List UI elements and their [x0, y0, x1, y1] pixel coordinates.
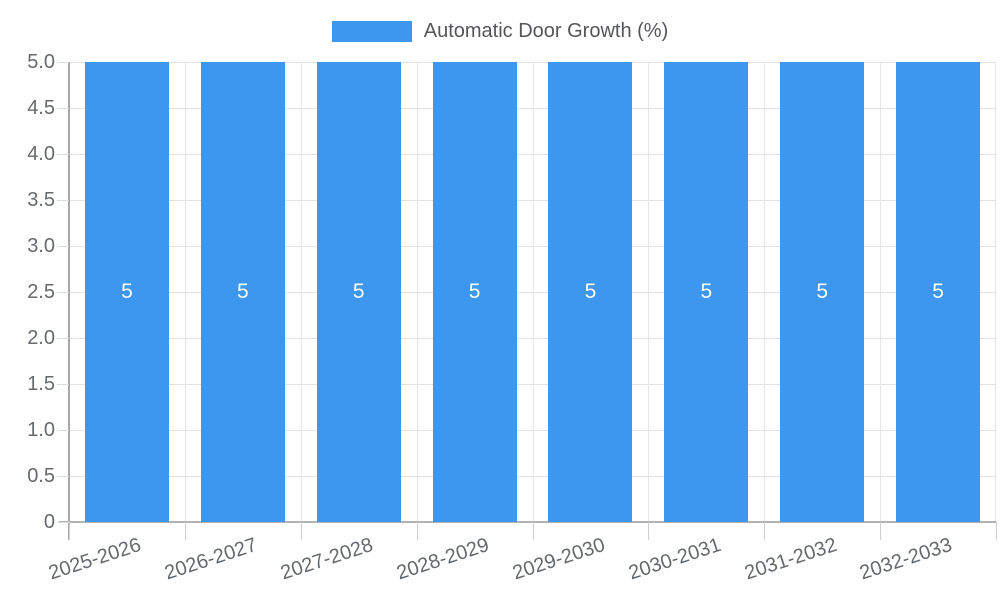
- y-tick-mark: [57, 108, 69, 109]
- bar-value-label: 5: [932, 280, 944, 303]
- chart-legend: Automatic Door Growth (%): [0, 14, 1000, 48]
- y-tick-label: 4.5: [27, 97, 55, 119]
- x-tick-mark: [532, 522, 534, 540]
- y-tick-label: 2.5: [27, 281, 55, 303]
- x-gridline: [184, 62, 186, 522]
- y-tick-mark: [57, 430, 69, 431]
- x-gridline: [995, 62, 996, 522]
- y-tick-label: 0: [43, 511, 55, 533]
- bar-value-label: 5: [468, 280, 481, 303]
- bar-value-label: 5: [236, 280, 249, 303]
- y-axis-line: [68, 62, 70, 540]
- x-tick-label: 2025-2026: [46, 533, 145, 585]
- x-tick-mark: [880, 522, 882, 540]
- bar-value-label: 5: [700, 280, 713, 303]
- bar[interactable]: [200, 62, 285, 522]
- x-tick-mark: [184, 522, 186, 540]
- y-tick-label: 4.0: [27, 143, 55, 165]
- x-tick-mark: [69, 522, 70, 540]
- x-tick-mark: [416, 522, 418, 540]
- y-tick-mark: [57, 200, 69, 201]
- y-tick-mark: [57, 292, 69, 293]
- bar-value-label: 5: [121, 280, 133, 303]
- bar[interactable]: [664, 62, 749, 522]
- bar[interactable]: [780, 62, 865, 522]
- legend-swatch-icon: [331, 20, 412, 42]
- y-tick-label: 0.5: [27, 465, 55, 487]
- x-axis-line: [59, 521, 996, 523]
- bar[interactable]: [432, 62, 517, 522]
- y-tick-mark: [57, 338, 69, 339]
- x-tick-label: 2030-2031: [625, 533, 724, 585]
- x-tick-label: 2026-2027: [162, 533, 260, 585]
- bar-value-label: 5: [352, 280, 365, 303]
- y-tick-label: 3.0: [27, 235, 55, 257]
- y-tick-label: 3.5: [27, 189, 55, 211]
- y-tick-mark: [57, 246, 69, 247]
- bar[interactable]: [84, 62, 169, 522]
- x-tick-mark: [300, 522, 302, 540]
- x-gridline: [764, 62, 766, 522]
- bar-value-label: 5: [816, 280, 829, 303]
- x-tick-label: 2032-2033: [857, 533, 956, 585]
- y-tick-mark: [57, 154, 69, 155]
- legend-label: Automatic Door Growth (%): [423, 20, 669, 42]
- y-tick-mark: [57, 384, 69, 385]
- x-gridline: [880, 62, 882, 522]
- x-gridline: [532, 62, 534, 522]
- x-tick-label: 2027-2028: [278, 533, 376, 585]
- x-tick-label: 2028-2029: [393, 533, 492, 585]
- x-gridline: [300, 62, 302, 522]
- bar[interactable]: [548, 62, 633, 522]
- x-gridline: [648, 62, 650, 522]
- y-tick-mark: [57, 522, 69, 523]
- legend-item-automatic-door-growth[interactable]: Automatic Door Growth (%): [331, 14, 669, 48]
- bar[interactable]: [316, 62, 401, 522]
- y-tick-label: 1.5: [27, 373, 55, 395]
- x-tick-mark: [648, 522, 650, 540]
- y-tick-label: 1.0: [27, 419, 55, 441]
- x-tick-label: 2031-2032: [741, 533, 840, 585]
- bar-value-label: 5: [584, 280, 597, 303]
- bar[interactable]: [896, 62, 981, 522]
- x-gridline: [416, 62, 418, 522]
- x-tick-label: 2029-2030: [509, 533, 608, 585]
- x-tick-mark: [996, 522, 997, 540]
- y-tick-mark: [57, 62, 69, 63]
- y-tick-label: 5.0: [27, 51, 55, 73]
- y-tick-mark: [57, 476, 69, 477]
- y-tick-label: 2.0: [27, 327, 55, 349]
- x-tick-mark: [764, 522, 766, 540]
